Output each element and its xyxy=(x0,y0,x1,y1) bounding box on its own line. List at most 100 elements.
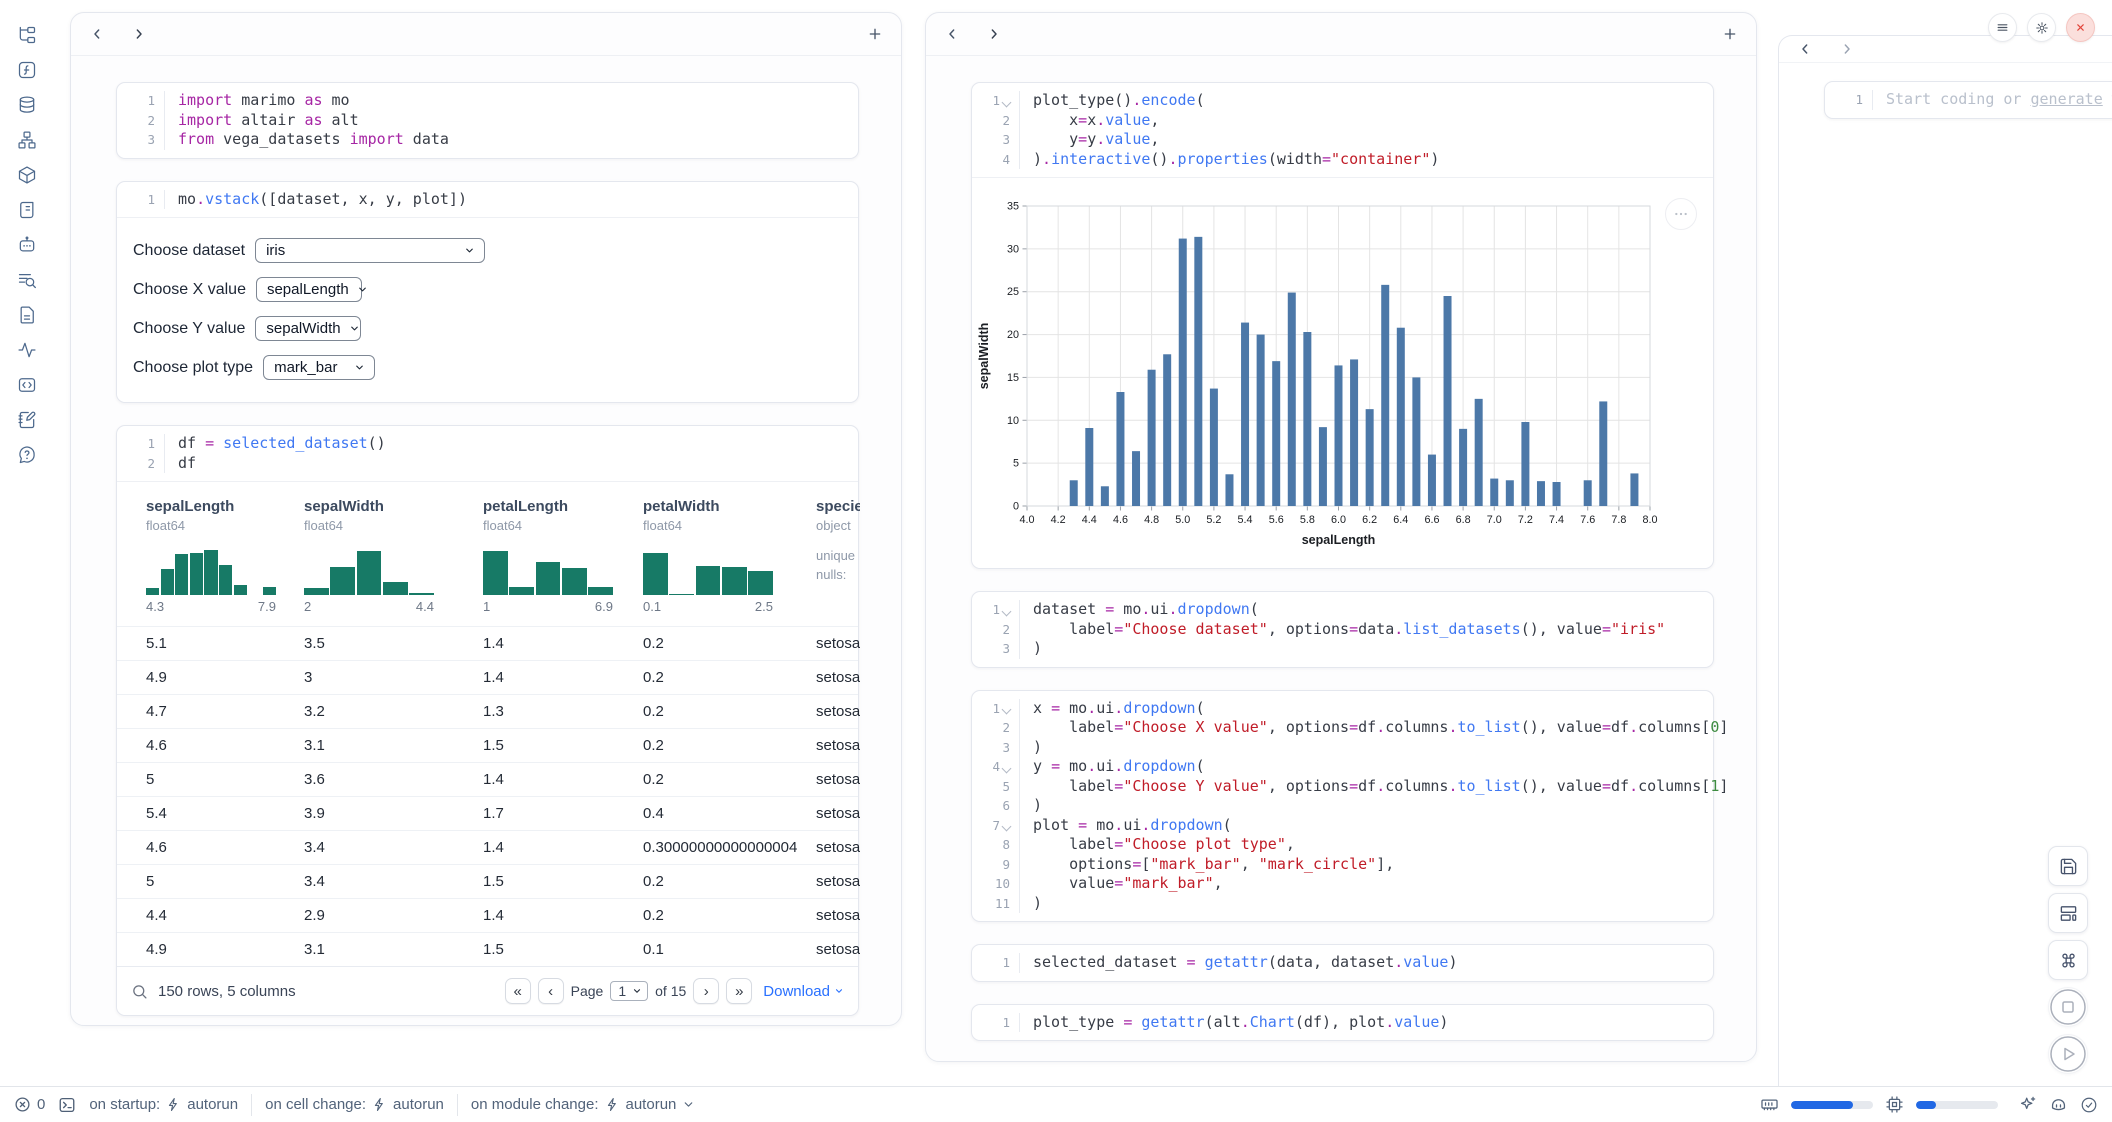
cpu-usage-meter[interactable] xyxy=(1916,1101,1998,1109)
chatbot-icon[interactable] xyxy=(17,235,37,255)
function-square-icon[interactable] xyxy=(17,60,37,80)
table-row[interactable]: 5.13.51.40.2setosa xyxy=(117,626,858,660)
chart-label: 6.0 xyxy=(1331,514,1346,526)
code-editor[interactable]: 1import marimo as mo2import altair as al… xyxy=(117,83,858,158)
table-row[interactable]: 4.931.40.2setosa xyxy=(117,660,858,694)
code-editor[interactable]: 1plot_type().encode(2 x=x.value,3 y=y.va… xyxy=(972,83,1713,177)
menu-button[interactable] xyxy=(1988,13,2017,42)
zap-icon xyxy=(372,1097,387,1112)
fold-chevron-icon[interactable] xyxy=(1002,97,1012,107)
download-button[interactable]: Download xyxy=(763,983,844,1000)
chevron-left-icon[interactable] xyxy=(89,26,105,42)
save-button[interactable] xyxy=(2048,846,2088,886)
column-header[interactable]: speciesobjectuniquenulls: xyxy=(816,498,860,614)
table-row[interactable]: 5.43.91.70.4setosa xyxy=(117,796,858,830)
code-text: x=x.value, xyxy=(1020,111,1159,131)
fold-chevron-icon[interactable] xyxy=(1002,822,1012,832)
terminal-button[interactable] xyxy=(58,1096,76,1114)
page-total-label: of 15 xyxy=(655,983,686,999)
column-histogram[interactable] xyxy=(304,545,434,595)
chevron-right-icon[interactable] xyxy=(986,26,1002,42)
ai-sparkles-button[interactable] xyxy=(2018,1095,2037,1114)
page-select[interactable]: 1 xyxy=(610,981,648,1001)
table-row[interactable]: 4.63.41.40.30000000000000004setosa xyxy=(117,830,858,864)
copilot-button[interactable] xyxy=(2049,1095,2068,1114)
stop-button[interactable] xyxy=(2048,987,2088,1027)
table-cell: 1.7 xyxy=(483,805,643,822)
plot-type-select[interactable]: mark_bar xyxy=(263,355,375,380)
next-page-button[interactable]: › xyxy=(693,978,719,1004)
on-cell-change-setting[interactable]: on cell change: autorun xyxy=(265,1096,444,1113)
snippets-icon[interactable] xyxy=(17,305,37,325)
column-header[interactable]: petalLengthfloat6416.9 xyxy=(483,498,643,614)
database-icon[interactable] xyxy=(17,95,37,115)
code-editor[interactable]: 1 Start coding or generate with xyxy=(1825,82,2112,118)
column-header[interactable]: petalWidthfloat640.12.5 xyxy=(643,498,816,614)
settings-button[interactable] xyxy=(2027,13,2056,42)
bar xyxy=(1303,332,1311,506)
add-cell-button[interactable] xyxy=(867,26,883,42)
fold-chevron-icon[interactable] xyxy=(1002,763,1012,773)
code-editor[interactable]: 1mo.vstack([dataset, x, y, plot]) xyxy=(117,182,858,218)
activity-pulse-icon[interactable] xyxy=(17,340,37,360)
code-placeholder[interactable]: Start coding or generate with xyxy=(1873,90,2112,110)
help-bubble-icon[interactable] xyxy=(17,445,37,465)
chevron-left-icon[interactable] xyxy=(944,26,960,42)
panel-header xyxy=(926,13,1756,56)
column-histogram[interactable] xyxy=(643,545,773,595)
last-page-button[interactable]: » xyxy=(726,978,752,1004)
bar xyxy=(1148,370,1156,506)
code-square-icon[interactable] xyxy=(17,375,37,395)
bar-chart[interactable]: 4.04.24.44.64.85.05.25.45.65.86.06.26.46… xyxy=(972,178,1714,562)
code-editor[interactable]: 1x = mo.ui.dropdown(2 label="Choose X va… xyxy=(972,691,1713,922)
column-histogram[interactable] xyxy=(483,545,613,595)
fold-chevron-icon[interactable] xyxy=(1002,606,1012,616)
file-tree-icon[interactable] xyxy=(17,25,37,45)
search-icon[interactable] xyxy=(131,983,148,1000)
table-row[interactable]: 4.42.91.40.2setosa xyxy=(117,898,858,932)
scratchpad-icon[interactable] xyxy=(17,410,37,430)
run-button[interactable] xyxy=(2048,1034,2088,1074)
y-value-select[interactable]: sepalWidth xyxy=(255,316,361,341)
chart-menu-button[interactable] xyxy=(1665,198,1697,230)
fold-chevron-icon[interactable] xyxy=(1002,705,1012,715)
connection-status-button[interactable] xyxy=(2080,1096,2098,1114)
column-header[interactable]: sepalLengthfloat644.37.9 xyxy=(146,498,304,614)
table-row[interactable]: 4.93.11.50.1setosa xyxy=(117,932,858,966)
close-button[interactable] xyxy=(2066,13,2095,42)
chevron-right-icon[interactable] xyxy=(131,26,147,42)
list-search-icon[interactable] xyxy=(17,270,37,290)
chart-label: 8.0 xyxy=(1642,514,1657,526)
table-cell: 5.4 xyxy=(146,805,304,822)
chevron-left-icon[interactable] xyxy=(1797,41,1813,57)
chevron-right-icon[interactable] xyxy=(1839,41,1855,57)
code-editor[interactable]: 1dataset = mo.ui.dropdown(2 label="Choos… xyxy=(972,592,1713,667)
package-icon[interactable] xyxy=(17,165,37,185)
layout-button[interactable] xyxy=(2048,893,2088,933)
errors-indicator[interactable]: 0 xyxy=(14,1096,45,1113)
dataset-select[interactable]: iris xyxy=(255,238,485,263)
ram-usage-meter[interactable] xyxy=(1791,1101,1873,1109)
code-editor[interactable]: 1df = selected_dataset()2df xyxy=(117,426,858,481)
table-header: sepalLengthfloat644.37.9sepalWidthfloat6… xyxy=(117,482,858,626)
table-row[interactable]: 4.63.11.50.2setosa xyxy=(117,728,858,762)
prev-page-button[interactable]: ‹ xyxy=(538,978,564,1004)
code-editor[interactable]: 1selected_dataset = getattr(data, datase… xyxy=(972,945,1713,981)
table-row[interactable]: 53.41.50.2setosa xyxy=(117,864,858,898)
on-startup-setting[interactable]: on startup: autorun xyxy=(89,1096,238,1113)
column-histogram[interactable] xyxy=(146,545,276,595)
table-row[interactable]: 4.73.21.30.2setosa xyxy=(117,694,858,728)
generate-link[interactable]: generate xyxy=(2031,90,2103,108)
first-page-button[interactable]: « xyxy=(505,978,531,1004)
table-row[interactable]: 53.61.40.2setosa xyxy=(117,762,858,796)
add-cell-button[interactable] xyxy=(1722,26,1738,42)
column-header[interactable]: sepalWidthfloat6424.4 xyxy=(304,498,483,614)
code-editor[interactable]: 1plot_type = getattr(alt.Chart(df), plot… xyxy=(972,1005,1713,1041)
bar xyxy=(1179,239,1187,506)
control-row: Choose dataset iris xyxy=(133,238,842,263)
scroll-logs-icon[interactable] xyxy=(17,200,37,220)
x-value-select[interactable]: sepalLength xyxy=(256,277,362,302)
on-module-change-setting[interactable]: on module change: autorun xyxy=(471,1096,695,1113)
dependency-graph-icon[interactable] xyxy=(17,130,37,150)
keyboard-shortcuts-button[interactable] xyxy=(2048,940,2088,980)
